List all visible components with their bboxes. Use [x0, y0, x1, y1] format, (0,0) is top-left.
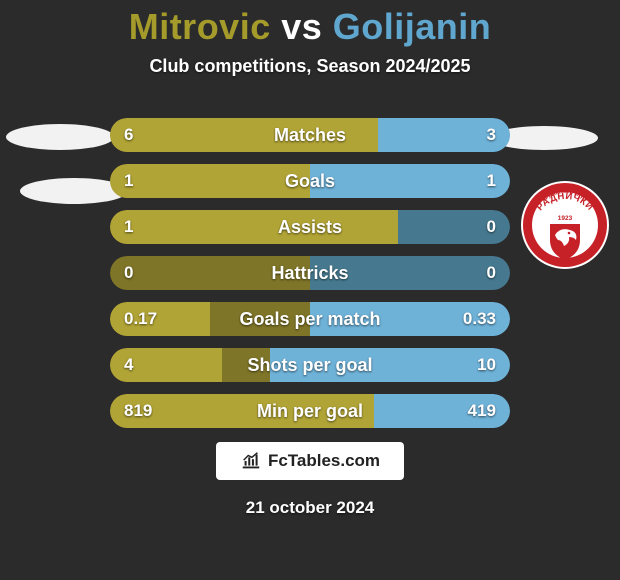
stat-row: Shots per goal410 — [110, 348, 510, 382]
club-badge-icon: Фудбалски клуб РАДНИЧКИ 1923 — [520, 180, 610, 270]
stat-bar-right — [310, 302, 510, 336]
stat-bar-right — [378, 118, 510, 152]
page-title: Mitrovic vs Golijanin — [0, 0, 620, 48]
chart-icon — [240, 450, 262, 472]
stat-bar-right — [374, 394, 510, 428]
player1-name: Mitrovic — [129, 6, 271, 47]
stat-row: Goals11 — [110, 164, 510, 198]
svg-text:1923: 1923 — [558, 215, 573, 222]
source-tag[interactable]: FcTables.com — [216, 442, 404, 480]
stat-row: Matches63 — [110, 118, 510, 152]
comparison-card: Mitrovic vs Golijanin Club competitions,… — [0, 0, 620, 580]
player1-avatar-placeholder — [6, 124, 114, 150]
stat-bar-left — [110, 210, 398, 244]
stat-bar-right — [270, 348, 510, 382]
stat-bar-left — [110, 394, 374, 428]
stat-bar-left — [110, 348, 222, 382]
comparison-bars: Matches63 Goals11 Assists10 Hattricks00 Goal… — [110, 118, 510, 440]
stat-row: Assists10 — [110, 210, 510, 244]
stat-bar-left — [110, 118, 378, 152]
stat-row: Min per goal819419 — [110, 394, 510, 428]
player2-club-badge: Фудбалски клуб РАДНИЧКИ 1923 — [520, 180, 610, 270]
stat-row: Goals per match0.170.33 — [110, 302, 510, 336]
stat-bar-left — [110, 164, 310, 198]
vs-separator: vs — [271, 6, 333, 47]
stat-bar-right — [310, 164, 510, 198]
stat-row: Hattricks00 — [110, 256, 510, 290]
date: 21 october 2024 — [0, 498, 620, 518]
subtitle: Club competitions, Season 2024/2025 — [0, 56, 620, 77]
player2-name: Golijanin — [333, 6, 492, 47]
source-label: FcTables.com — [268, 451, 380, 471]
stat-bar-left — [110, 302, 210, 336]
